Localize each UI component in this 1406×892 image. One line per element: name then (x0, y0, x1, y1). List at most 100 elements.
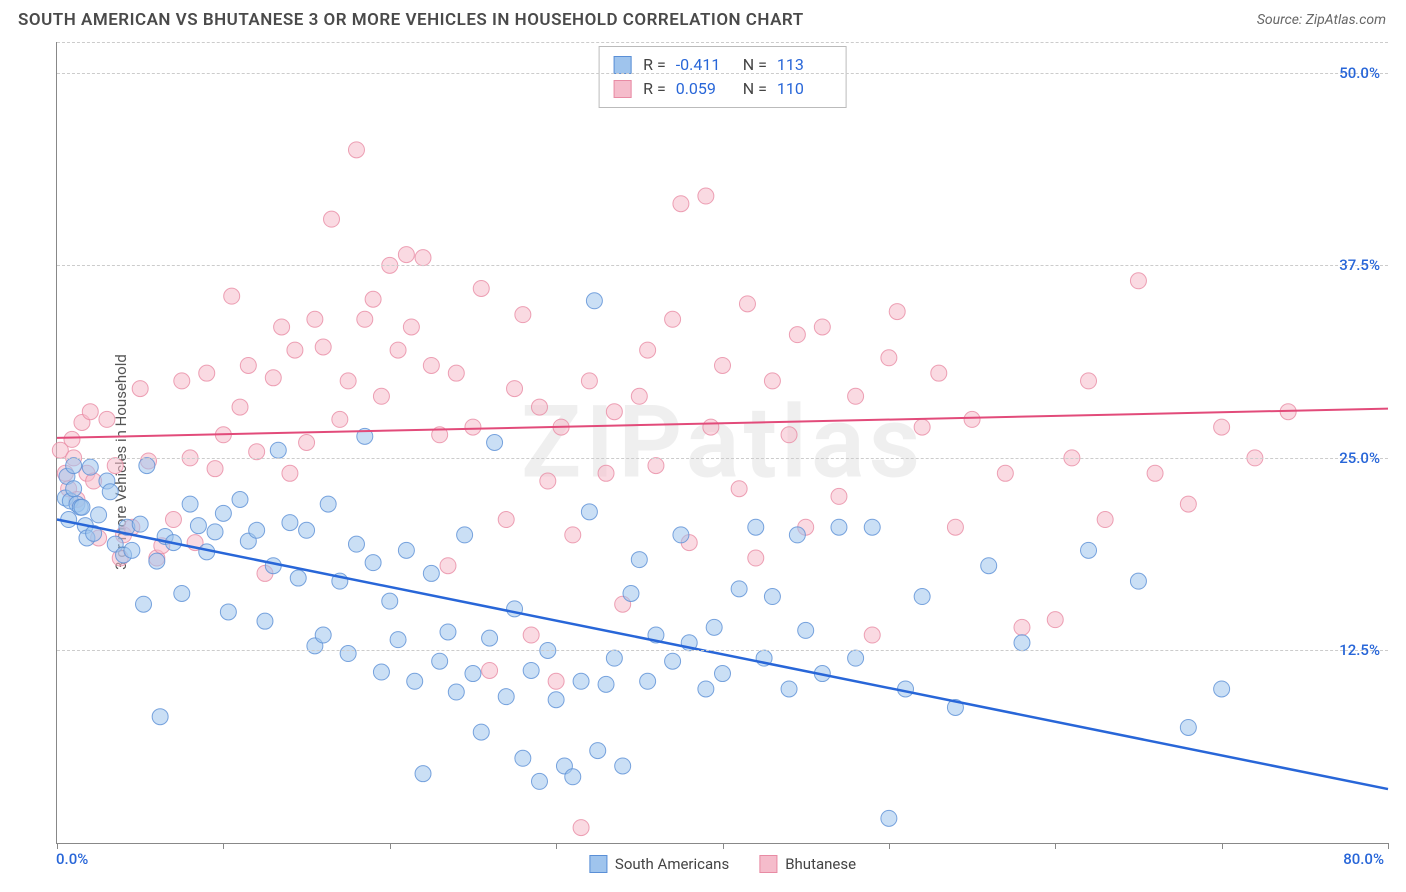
gridline (57, 42, 1388, 43)
point-a (706, 619, 722, 635)
point-a (457, 527, 473, 543)
point-b (465, 419, 481, 435)
point-a (673, 527, 689, 543)
x-tick-mark (889, 843, 890, 849)
stat-n-label: N = (743, 77, 767, 101)
point-b (174, 373, 190, 389)
stat-r-b: 0.059 (676, 77, 731, 101)
point-a (531, 773, 547, 789)
point-a (789, 527, 805, 543)
point-b (287, 342, 303, 358)
point-b (315, 339, 331, 355)
point-b (748, 550, 764, 566)
point-b (1047, 612, 1063, 628)
point-b (665, 311, 681, 327)
gridline (57, 458, 1388, 459)
point-a (232, 491, 248, 507)
chart-container: 3 or more Vehicles in Household ZIPatlas… (18, 42, 1388, 882)
point-a (220, 604, 236, 620)
point-a (448, 684, 464, 700)
point-b (165, 512, 181, 528)
point-b (789, 327, 805, 343)
point-b (357, 311, 373, 327)
point-a (348, 536, 364, 552)
point-a (715, 666, 731, 682)
point-a (132, 516, 148, 532)
point-b (207, 461, 223, 477)
x-tick-left: 0.0% (56, 850, 88, 868)
legend-label-a: South Americans (615, 855, 729, 873)
y-tick-label: 50.0% (1339, 64, 1380, 82)
plot-area: ZIPatlas R = -0.411 N = 113 R = 0.059 N … (56, 42, 1388, 844)
point-b (640, 342, 656, 358)
legend-item-a: South Americans (589, 855, 729, 873)
legend-label-b: Bhutanese (785, 855, 856, 873)
legend-item-b: Bhutanese (759, 855, 856, 873)
point-b (448, 365, 464, 381)
point-a (498, 689, 514, 705)
point-a (1130, 573, 1146, 589)
point-a (74, 499, 90, 515)
swatch-b-icon (613, 80, 631, 98)
point-a (82, 459, 98, 475)
source-label: Source: ZipAtlas.com (1257, 12, 1386, 28)
point-a (581, 504, 597, 520)
point-a (1081, 542, 1097, 558)
point-a (914, 589, 930, 605)
stats-row-b: R = 0.059 N = 110 (613, 77, 832, 101)
point-a (473, 724, 489, 740)
point-a (102, 484, 118, 500)
point-a (586, 293, 602, 309)
point-b (299, 435, 315, 451)
point-b (307, 311, 323, 327)
point-b (240, 357, 256, 373)
point-a (640, 673, 656, 689)
point-a (864, 519, 880, 535)
point-a (623, 585, 639, 601)
point-a (139, 458, 155, 474)
point-b (390, 342, 406, 358)
point-a (149, 553, 165, 569)
point-a (270, 442, 286, 458)
y-tick-label: 37.5% (1339, 256, 1380, 274)
point-b (631, 388, 647, 404)
point-b (1147, 465, 1163, 481)
bottom-legend: South Americans Bhutanese (589, 855, 856, 873)
point-a (1214, 681, 1230, 697)
point-a (299, 522, 315, 538)
point-a (174, 585, 190, 601)
point-a (91, 507, 107, 523)
point-b (332, 411, 348, 427)
trend-line-b (57, 409, 1388, 438)
point-a (482, 630, 498, 646)
point-b (324, 211, 340, 227)
point-b (99, 411, 115, 427)
point-a (698, 681, 714, 697)
point-a (382, 593, 398, 609)
point-b (523, 627, 539, 643)
point-a (665, 653, 681, 669)
point-b (224, 288, 240, 304)
point-a (848, 650, 864, 666)
point-b (348, 142, 364, 158)
point-b (64, 431, 80, 447)
point-b (648, 458, 664, 474)
x-tick-mark (57, 843, 58, 849)
point-b (889, 304, 905, 320)
point-b (199, 365, 215, 381)
point-a (515, 750, 531, 766)
point-b (1214, 419, 1230, 435)
point-a (764, 589, 780, 605)
point-a (781, 681, 797, 697)
point-a (315, 627, 331, 643)
x-tick-mark (1222, 843, 1223, 849)
point-a (66, 481, 82, 497)
point-b (398, 247, 414, 263)
point-b (739, 296, 755, 312)
chart-title: SOUTH AMERICAN VS BHUTANESE 3 OR MORE VE… (18, 10, 804, 30)
point-b (132, 381, 148, 397)
point-a (257, 613, 273, 629)
x-tick-right: 80.0% (1343, 850, 1384, 868)
point-a (152, 709, 168, 725)
point-b (265, 370, 281, 386)
